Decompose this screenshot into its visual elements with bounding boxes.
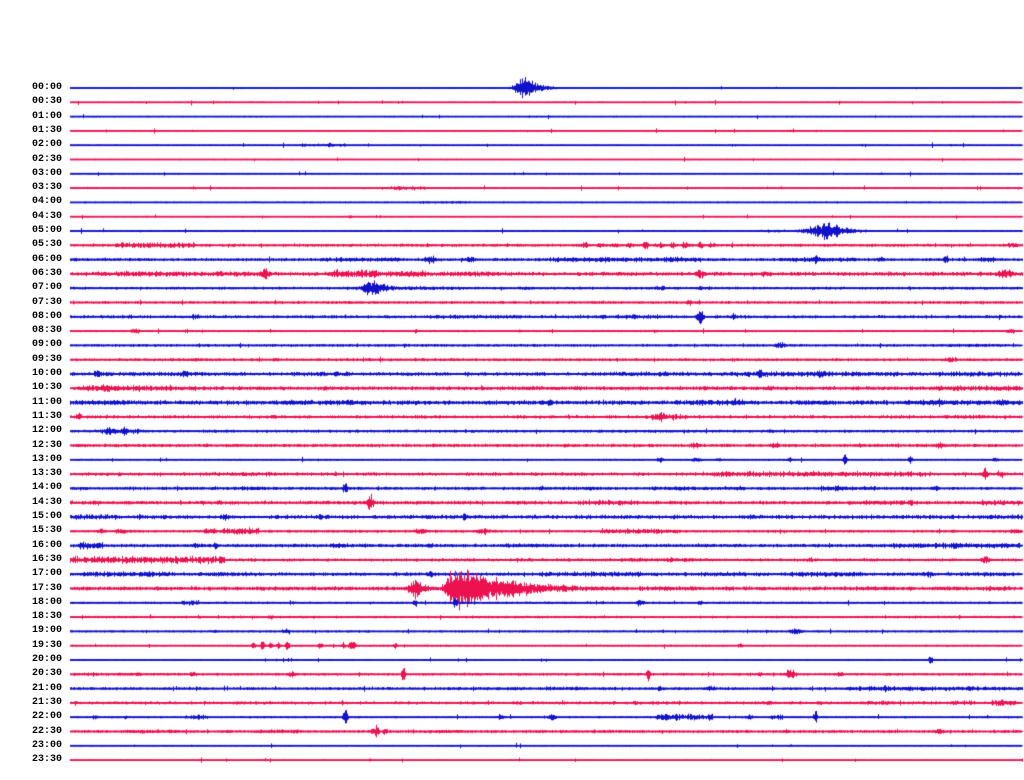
time-label: 14:00 bbox=[31, 482, 62, 494]
time-label: 01:00 bbox=[31, 110, 62, 122]
time-label: 09:30 bbox=[31, 353, 62, 365]
time-label: 07:00 bbox=[31, 282, 62, 294]
time-label: 06:30 bbox=[31, 267, 62, 279]
time-label: 15:00 bbox=[31, 511, 62, 522]
time-label: 16:30 bbox=[31, 553, 62, 565]
time-label: 00:30 bbox=[31, 96, 62, 108]
time-label: 11:00 bbox=[31, 396, 62, 408]
time-label: 04:30 bbox=[31, 210, 62, 222]
time-label: 07:30 bbox=[31, 296, 62, 308]
time-label: 22:00 bbox=[31, 711, 62, 723]
time-label: 10:00 bbox=[31, 368, 62, 379]
time-label: 04:00 bbox=[31, 196, 62, 208]
time-label: 20:00 bbox=[31, 654, 62, 665]
time-label: 19:00 bbox=[31, 625, 62, 637]
time-label: 23:30 bbox=[31, 754, 62, 766]
time-label: 00:00 bbox=[31, 82, 62, 93]
time-label: 02:30 bbox=[31, 153, 62, 165]
time-label: 16:00 bbox=[31, 539, 62, 551]
time-label: 05:30 bbox=[31, 239, 62, 251]
time-label: 13:30 bbox=[31, 468, 62, 480]
time-label: 08:00 bbox=[31, 310, 62, 322]
time-label: 10:30 bbox=[31, 382, 62, 394]
time-label: 06:00 bbox=[31, 253, 62, 265]
time-label: 13:00 bbox=[31, 453, 62, 465]
time-label: 17:00 bbox=[31, 568, 62, 580]
time-label: 09:00 bbox=[31, 339, 62, 351]
time-label: 05:00 bbox=[31, 225, 62, 236]
time-label: 03:00 bbox=[31, 167, 62, 179]
time-label: 11:30 bbox=[31, 410, 62, 422]
time-label: 18:00 bbox=[31, 596, 62, 608]
time-label: 14:30 bbox=[31, 496, 62, 508]
time-label: 01:30 bbox=[31, 124, 62, 136]
time-label: 12:00 bbox=[31, 425, 62, 437]
time-label: 22:30 bbox=[31, 725, 62, 737]
time-label: 17:30 bbox=[31, 582, 62, 594]
time-label: 15:30 bbox=[31, 525, 62, 537]
time-label: 08:30 bbox=[31, 325, 62, 337]
time-label: 20:30 bbox=[31, 668, 62, 680]
time-label: 21:30 bbox=[31, 696, 62, 708]
time-label: 03:30 bbox=[31, 182, 62, 194]
time-label: 02:00 bbox=[31, 139, 62, 151]
time-label: 23:00 bbox=[31, 739, 62, 751]
time-label: 18:30 bbox=[31, 611, 62, 623]
time-label: 21:00 bbox=[31, 682, 62, 694]
time-label: 12:30 bbox=[31, 439, 62, 451]
time-label: 19:30 bbox=[31, 639, 62, 651]
